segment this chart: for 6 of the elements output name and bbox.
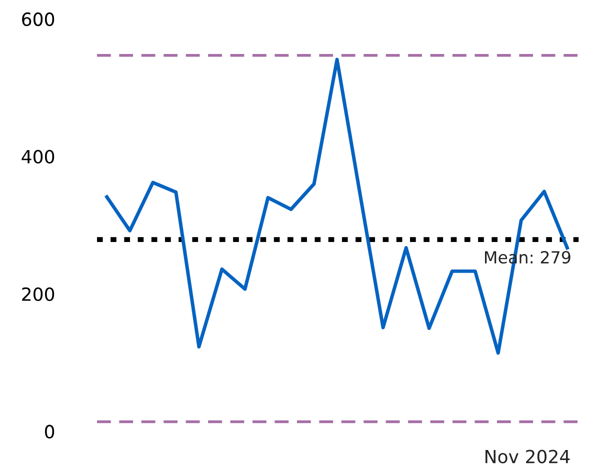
line-series (105, 58, 569, 355)
y-tick-label: 200 (22, 287, 54, 301)
y-tick-label: 400 (22, 150, 54, 164)
text: Nov 2024 (486, 450, 570, 464)
y-tick-label: 600 (22, 12, 54, 26)
y-tick-label: 0 (44, 424, 54, 438)
